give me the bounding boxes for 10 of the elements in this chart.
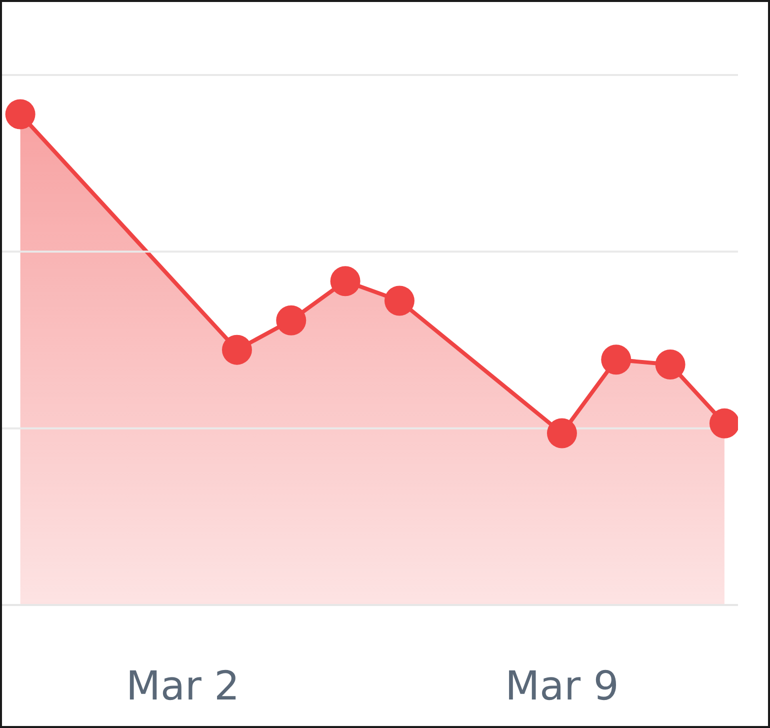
point bbox=[384, 286, 414, 316]
point bbox=[709, 408, 738, 438]
x-tick-label: Mar 2 bbox=[126, 663, 240, 710]
point bbox=[222, 334, 252, 365]
point bbox=[655, 350, 686, 380]
point bbox=[276, 305, 306, 336]
point bbox=[601, 344, 632, 375]
point bbox=[330, 266, 360, 296]
x-tick-label: Mar 9 bbox=[505, 663, 619, 710]
point bbox=[546, 418, 577, 448]
